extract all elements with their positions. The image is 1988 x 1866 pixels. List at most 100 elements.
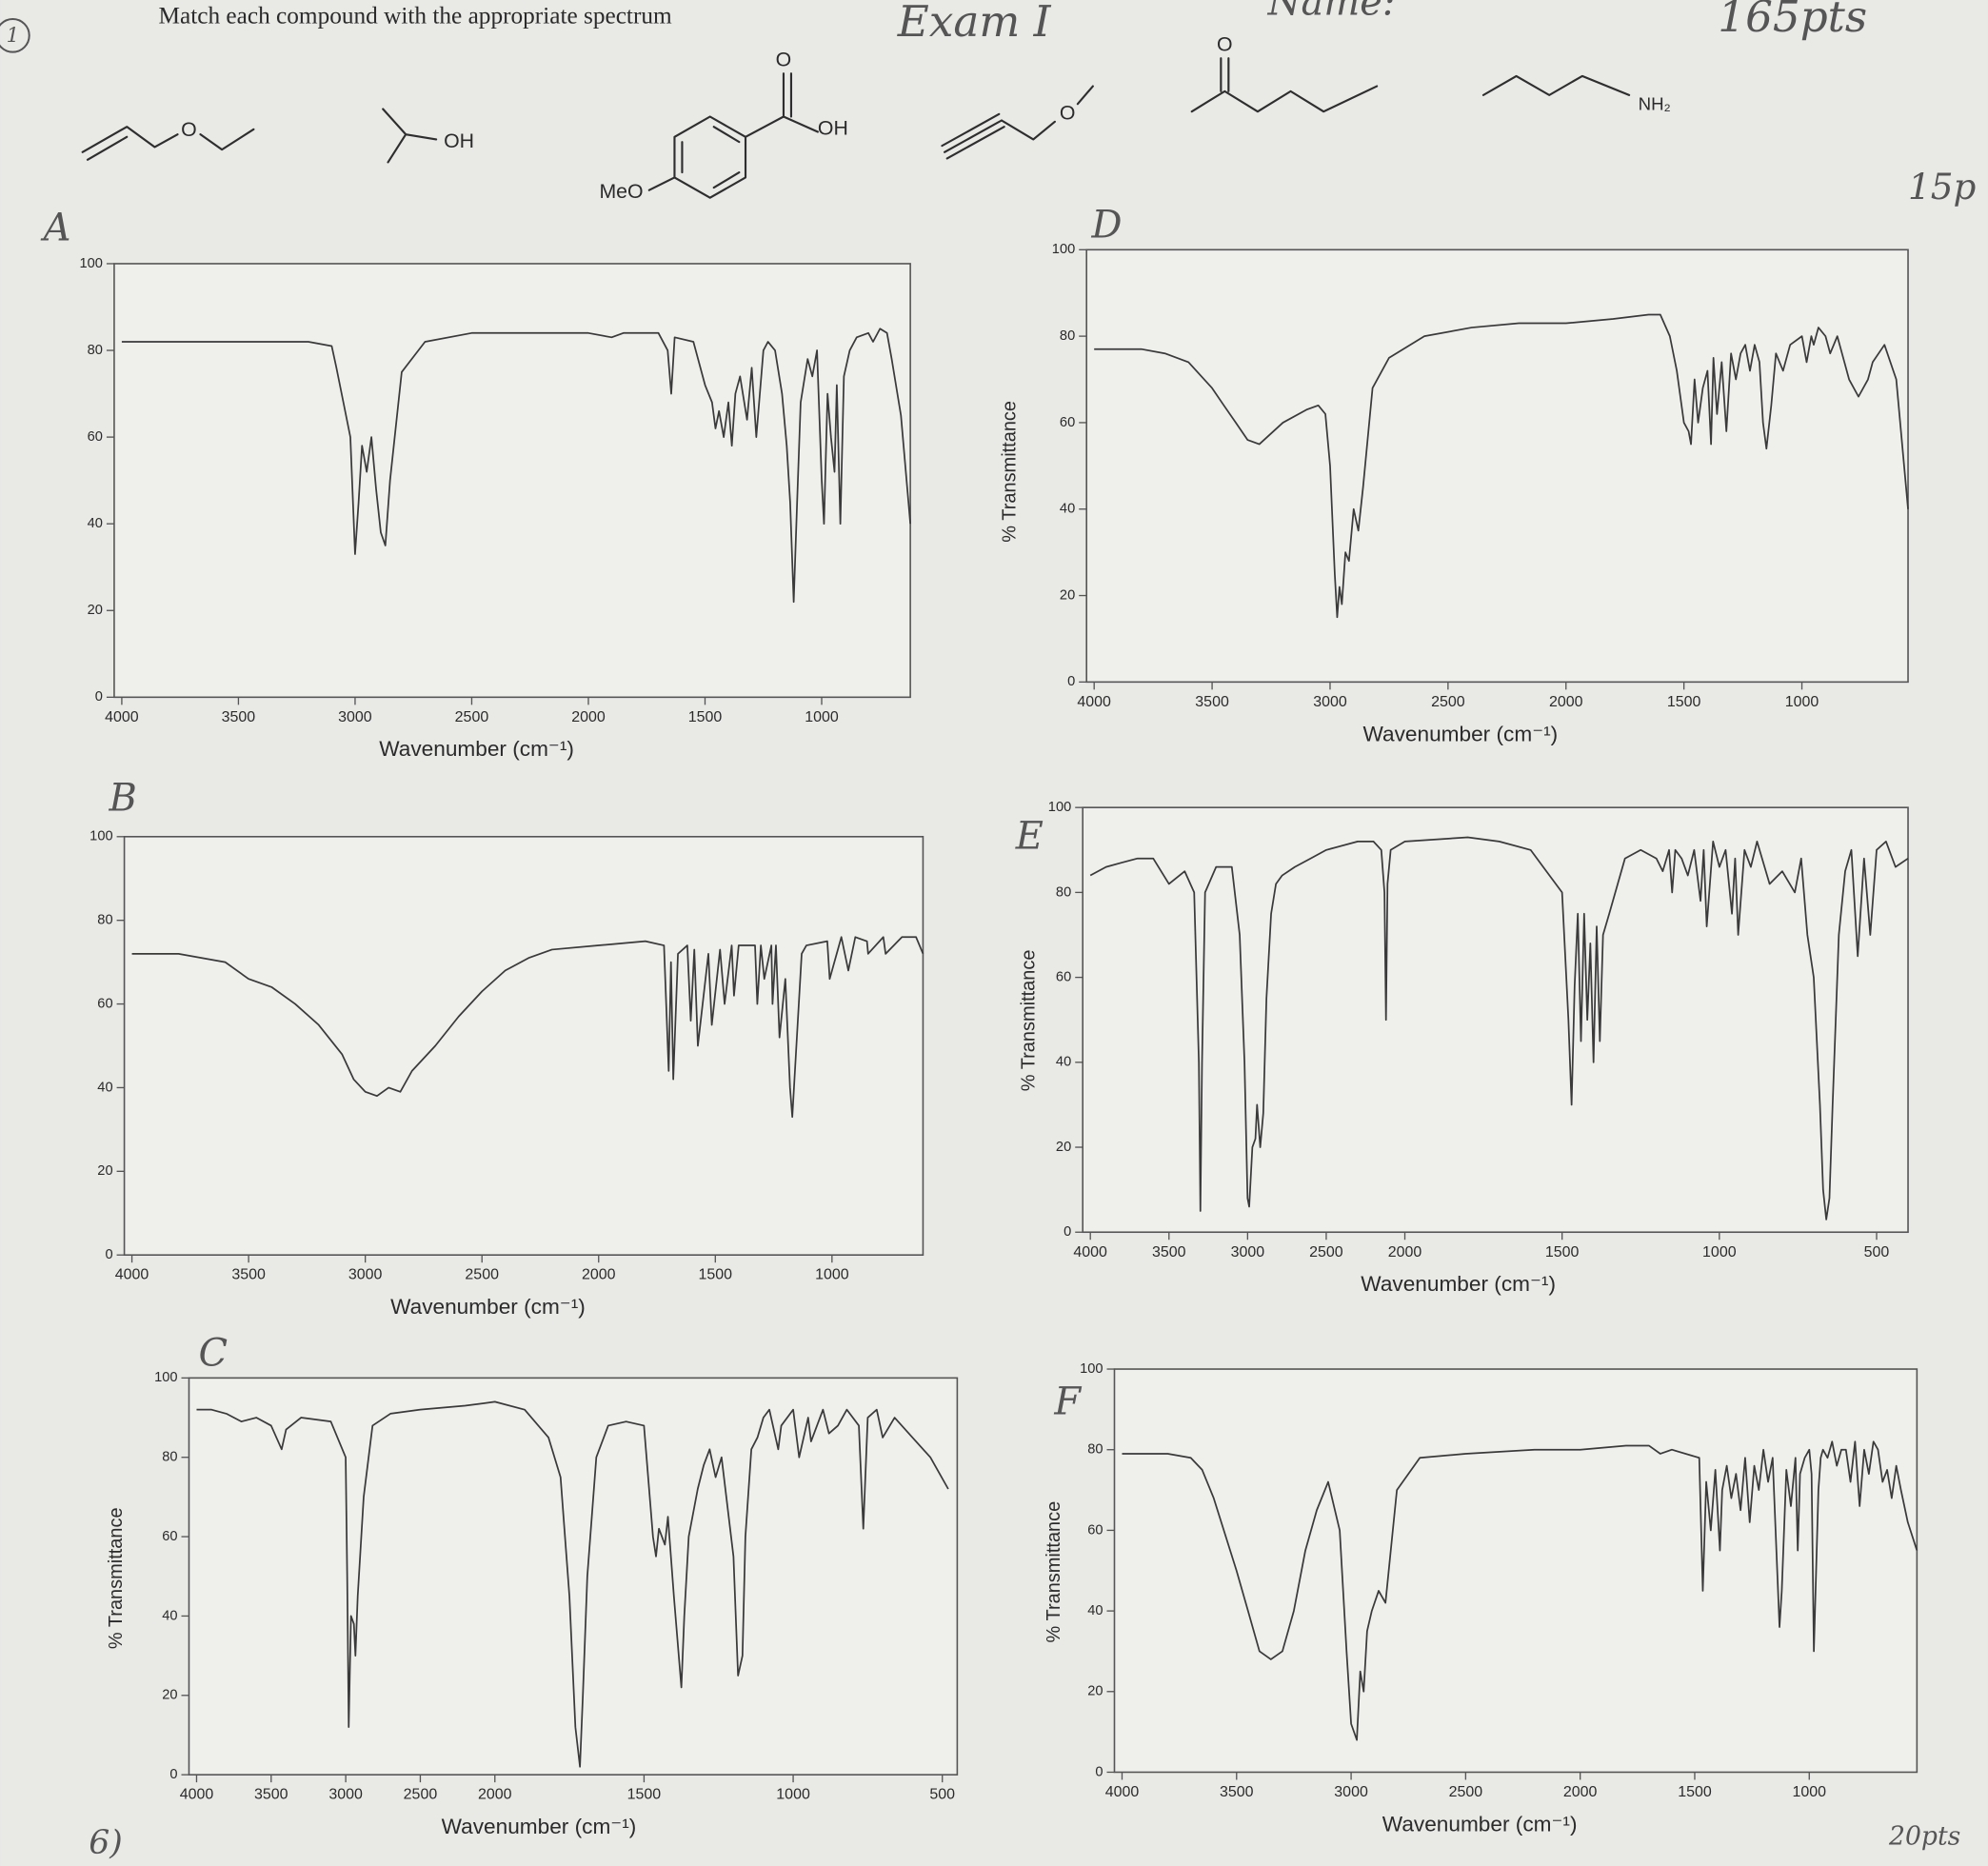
x-tick-label: 3000 xyxy=(338,709,372,725)
y-tick-label: 0 xyxy=(1067,674,1075,689)
bond-lines xyxy=(1190,57,1379,113)
atom-label: OH xyxy=(818,116,848,139)
ir-spectrum-chart: 0 20 40 60 80 100 4000 3500 3000 2500 2000 1500 1000… xyxy=(1000,204,1909,745)
y-tick-label: 80 xyxy=(162,1450,177,1465)
atom-label: O xyxy=(181,118,197,141)
panel-letter: D xyxy=(1090,204,1122,248)
x-tick-label: 2500 xyxy=(465,1267,499,1283)
instruction: Match each compound with the appropriate… xyxy=(159,2,672,29)
y-tick-label: 20 xyxy=(88,603,103,618)
plot-frame xyxy=(188,1377,959,1776)
x-tick-label: 2000 xyxy=(582,1267,616,1283)
x-tick-label: 1500 xyxy=(688,709,723,725)
y-tick-label: 40 xyxy=(162,1608,177,1623)
y-tick-label: 80 xyxy=(88,343,103,358)
spectrum-line xyxy=(131,936,924,1119)
plot-frame xyxy=(1113,1368,1918,1774)
x-tick-label: 4000 xyxy=(180,1787,214,1803)
x-axis-label: Wavenumber (cm⁻¹) xyxy=(442,1815,637,1838)
atom-label: MeO xyxy=(599,180,643,203)
x-tick-label: 1500 xyxy=(627,1787,662,1803)
x-tick-label: 3000 xyxy=(1313,694,1347,710)
ir-spectrum-chart: 0 20 40 60 80 100 4000 3500 3000 2500 2000 1500 1000… xyxy=(1015,800,1909,1296)
y-tick-label: 60 xyxy=(1087,1522,1103,1538)
x-tick-label: 4000 xyxy=(1073,1244,1107,1261)
x-tick-label: 1500 xyxy=(1667,694,1701,710)
x-tick-label: 1000 xyxy=(776,1787,810,1803)
x-tick-label: 1500 xyxy=(1678,1784,1712,1800)
y-tick-label: 60 xyxy=(97,996,112,1011)
structure-anisic-acid: O OH MeO xyxy=(599,49,847,203)
ir-spectrum-chart: 0 20 40 60 80 100 4000 3500 3000 2500 2000 1500 1000… xyxy=(89,777,924,1319)
number-circle xyxy=(0,17,30,53)
bottom-points: 20pts xyxy=(1888,1822,1960,1852)
x-tick-label: 2500 xyxy=(404,1787,438,1803)
panel-letter: F xyxy=(1053,1380,1082,1423)
y-tick-label: 100 xyxy=(1052,242,1075,257)
atom-label: NH₂ xyxy=(1639,93,1671,113)
x-tick-label: 3500 xyxy=(231,1267,266,1283)
y-tick-label: 20 xyxy=(162,1688,177,1703)
x-tick-label: 3000 xyxy=(1334,1784,1368,1800)
name-field: Name: xyxy=(1267,0,1396,24)
y-tick-label: 20 xyxy=(1087,1684,1103,1699)
spectrum-line xyxy=(196,1400,949,1768)
y-axis-label: % Transmittance xyxy=(1000,401,1021,543)
exam-title: Exam I xyxy=(897,0,1052,47)
x-tick-label: 3000 xyxy=(348,1267,383,1283)
x-tick-label: 500 xyxy=(929,1787,955,1803)
y-tick-label: 60 xyxy=(162,1529,177,1544)
y-tick-label: 0 xyxy=(1064,1224,1071,1240)
y-tick-label: 80 xyxy=(1056,884,1071,900)
x-tick-label: 2000 xyxy=(1549,694,1583,710)
x-axis-label: Wavenumber (cm⁻¹) xyxy=(1361,1272,1556,1296)
bond-lines xyxy=(81,126,255,161)
panel-letter: C xyxy=(199,1332,229,1376)
panel-letter: A xyxy=(40,206,71,249)
x-tick-label: 3500 xyxy=(222,709,256,725)
y-tick-label: 40 xyxy=(1056,1055,1071,1070)
spectrum-line xyxy=(1089,836,1909,1221)
x-tick-label: 4000 xyxy=(105,709,139,725)
x-axis-label: Wavenumber (cm⁻¹) xyxy=(390,1295,586,1319)
x-tick-label: 2000 xyxy=(571,709,606,725)
panel-letter: E xyxy=(1015,814,1044,858)
x-tick-label: 1000 xyxy=(805,709,839,725)
structure-isopropanol: OH xyxy=(382,108,474,164)
x-tick-label: 2500 xyxy=(1449,1784,1483,1800)
x-tick-label: 3500 xyxy=(1220,1784,1254,1800)
x-tick-label: 3500 xyxy=(1152,1244,1186,1261)
x-tick-label: 4000 xyxy=(1105,1784,1140,1800)
ir-spectrum-chart: 0 20 40 60 80 100 4000 3500 3000 2500 2000 1500 1000… xyxy=(1044,1361,1918,1836)
x-tick-label: 1500 xyxy=(699,1267,733,1283)
x-tick-label: 1000 xyxy=(1793,1784,1827,1800)
x-tick-label: 2000 xyxy=(478,1787,512,1803)
x-tick-label: 1000 xyxy=(1785,694,1819,710)
y-axis-label: % Transmittance xyxy=(1044,1501,1064,1643)
plot-frame xyxy=(1085,248,1909,684)
x-axis-label: Wavenumber (cm⁻¹) xyxy=(379,737,574,761)
ir-spectrum-chart: 0 20 40 60 80 100 4000 3500 3000 2500 2000 1500 1000… xyxy=(106,1332,959,1838)
y-tick-label: 40 xyxy=(88,516,103,531)
y-tick-label: 0 xyxy=(1095,1764,1103,1779)
next-question: 6) xyxy=(89,1824,123,1862)
bond-lines xyxy=(941,85,1094,160)
x-tick-label: 2000 xyxy=(1388,1244,1422,1261)
y-tick-label: 20 xyxy=(97,1163,112,1179)
panel-letter: B xyxy=(109,777,137,821)
y-tick-label: 40 xyxy=(1087,1603,1103,1618)
x-tick-label: 3500 xyxy=(1195,694,1229,710)
bond-lines xyxy=(1481,74,1631,96)
x-tick-label: 3500 xyxy=(254,1787,288,1803)
x-axis-label: Wavenumber (cm⁻¹) xyxy=(1382,1812,1578,1836)
y-tick-label: 40 xyxy=(97,1080,112,1095)
structure-butylamine: NH₂ xyxy=(1481,74,1671,113)
x-tick-label: 3000 xyxy=(328,1787,363,1803)
plot-frame xyxy=(113,263,911,699)
x-axis-label: Wavenumber (cm⁻¹) xyxy=(1363,722,1559,745)
y-tick-label: 80 xyxy=(1060,328,1075,344)
x-tick-label: 1000 xyxy=(1702,1244,1737,1261)
y-tick-label: 80 xyxy=(97,913,112,928)
total-points: 165pts xyxy=(1718,0,1867,42)
